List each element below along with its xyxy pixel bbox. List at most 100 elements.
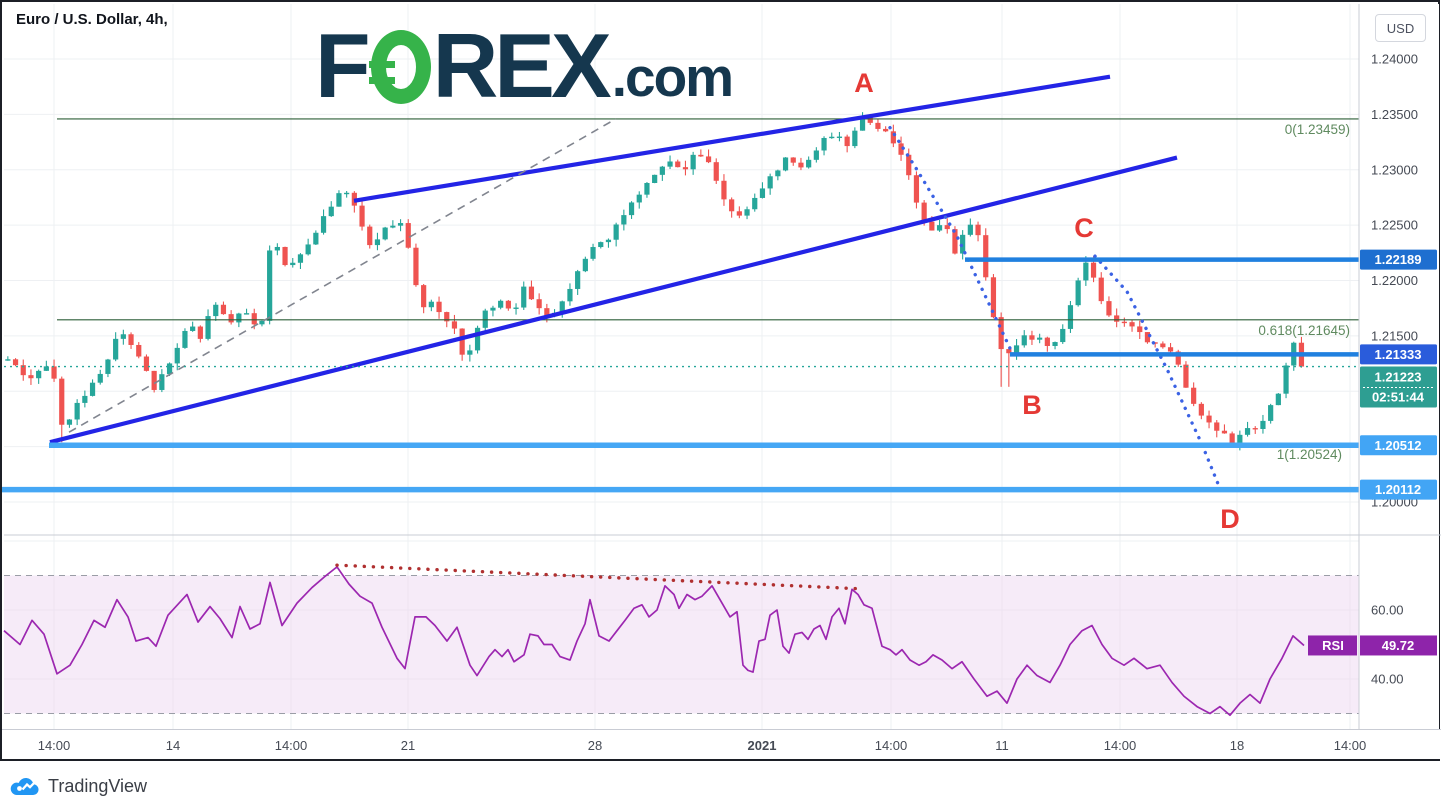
currency-unit-button[interactable]: USD — [1375, 14, 1426, 42]
fib-level-label: 0.618(1.21645) — [1258, 323, 1350, 338]
candle-body — [652, 174, 658, 183]
price-axis-label: 1.22000 — [1371, 273, 1418, 288]
chart-frame: 0(1.23459) 0.618(1.21645) 1(1.20524) A B C D 1.… — [0, 0, 1441, 761]
candle-body — [1098, 277, 1104, 302]
candle-body — [990, 277, 997, 318]
candle-body — [1106, 301, 1112, 316]
candle-body — [1160, 343, 1166, 348]
candle-body — [936, 225, 943, 231]
time-axis[interactable] — [2, 729, 1441, 760]
candle-body — [197, 326, 203, 339]
footer-bar: TradingView — [0, 763, 1443, 809]
candle-body — [282, 246, 288, 266]
candle-body — [320, 216, 327, 233]
price-axis-label: 1.21500 — [1371, 328, 1418, 343]
candle-body — [297, 254, 304, 263]
candle-body — [128, 334, 134, 345]
candle-body — [1268, 405, 1274, 421]
rsi-line — [3, 566, 1305, 717]
candle-body — [136, 344, 142, 357]
candle-body — [474, 327, 481, 351]
tradingview-logo-icon[interactable] — [8, 774, 42, 798]
candle-body — [844, 136, 850, 147]
time-axis-label: 14 — [166, 738, 180, 753]
candle-body — [97, 373, 103, 383]
pattern-letter-D: D — [1220, 504, 1240, 534]
candle-body — [374, 239, 381, 246]
candle-body — [1229, 433, 1235, 444]
candle-body — [82, 395, 88, 403]
candle-body — [359, 205, 365, 227]
candle-body — [1121, 321, 1127, 324]
candle-body — [536, 299, 542, 309]
candle-body — [1075, 280, 1081, 306]
candle-body — [644, 182, 650, 195]
ab-projection[interactable] — [888, 125, 1014, 355]
candle-body — [1221, 430, 1228, 434]
candle-body — [59, 378, 65, 425]
candle-body — [290, 262, 296, 266]
dashed-trendline[interactable] — [68, 118, 617, 433]
rsi-name-chip — [1308, 635, 1357, 656]
last-price-badge-text: 1.21223 — [1375, 370, 1422, 385]
price-badge-1.21333-text: 1.21333 — [1375, 347, 1422, 362]
cd-projection[interactable] — [1093, 254, 1222, 491]
candle-body — [267, 250, 273, 321]
price-axis-label: 1.23000 — [1371, 162, 1418, 177]
candle-body — [582, 258, 588, 272]
channel-lower[interactable] — [49, 155, 1178, 445]
candle-body — [1129, 322, 1135, 327]
candle-body — [182, 330, 188, 348]
candle-body — [575, 271, 581, 289]
candle-body — [967, 224, 973, 235]
time-axis-label: 14:00 — [275, 738, 308, 753]
candle-body — [659, 166, 665, 175]
candle-body — [798, 162, 804, 168]
fib-level-label: 1(1.20524) — [1277, 447, 1342, 462]
candle-body — [821, 137, 827, 151]
candle-body — [682, 167, 689, 170]
candle-body — [1060, 328, 1066, 343]
candle-body — [1252, 428, 1258, 430]
candle-body — [1013, 345, 1020, 354]
channel-upper[interactable] — [353, 74, 1111, 203]
candle-body — [1144, 332, 1151, 343]
candle-body — [482, 310, 488, 328]
symbol-title[interactable]: Euro / U.S. Dollar, 4h, — [16, 11, 168, 28]
candle-body — [1183, 364, 1189, 388]
candle-body — [698, 154, 704, 157]
tradingview-brand-text[interactable]: TradingView — [48, 775, 148, 796]
candle-body — [259, 320, 265, 325]
candle-body — [975, 224, 981, 236]
candle-body — [867, 116, 873, 123]
rsi-band — [4, 575, 1359, 714]
candle-body — [929, 221, 935, 231]
candle-body — [790, 157, 796, 163]
candle-body — [220, 304, 227, 315]
price-badge-1.22189 — [1360, 249, 1437, 270]
candle-body — [1237, 434, 1243, 444]
candle-body — [213, 304, 219, 317]
candle-body — [151, 370, 157, 390]
rsi-value-badge — [1360, 635, 1437, 656]
candle-body — [1067, 305, 1074, 329]
candle-body — [521, 286, 527, 308]
pattern-letter-B: B — [1022, 390, 1042, 420]
candle-body — [605, 239, 612, 243]
candle-body — [428, 301, 434, 308]
candle-body — [1090, 262, 1097, 278]
rsi-divergence-line[interactable] — [335, 563, 866, 591]
time-axis-label: 2021 — [748, 738, 777, 753]
candle-body — [328, 206, 334, 217]
rsi-axis-label: 60.00 — [1371, 603, 1404, 618]
chart-canvas[interactable]: 0(1.23459) 0.618(1.21645) 1(1.20524) A B C D 1.… — [2, 2, 1441, 759]
candle-body — [274, 246, 280, 251]
price-badge-1.20112 — [1360, 479, 1437, 500]
candle-body — [767, 176, 773, 189]
time-axis-label: 14:00 — [875, 738, 908, 753]
candle-body — [559, 301, 565, 313]
price-badge-1.22189-text: 1.22189 — [1375, 252, 1422, 267]
candle-body — [890, 131, 896, 144]
candle-body — [628, 202, 635, 216]
